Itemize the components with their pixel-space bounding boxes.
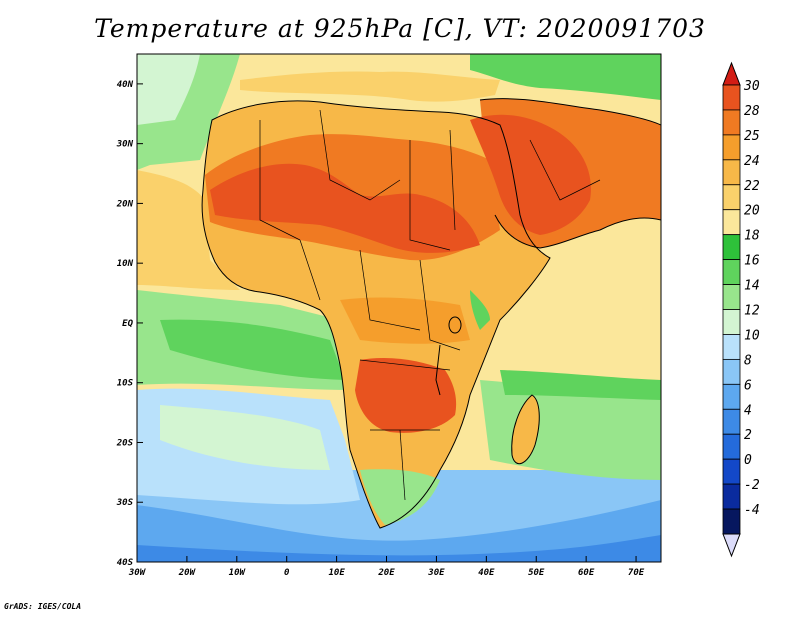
x-tick-label: 70E [628,568,645,578]
colorbar-label: -2 [744,478,760,493]
colorbar-swatch [722,159,741,186]
x-tick-label: 60E [578,568,595,578]
colorbar-swatch [722,383,741,410]
colorbar-label: 0 [744,453,752,468]
colorbar-swatch [722,458,741,485]
southern-ocean-deep [137,500,661,562]
central-africa-warm [340,297,470,344]
colorbar-swatch [722,433,741,460]
colorbar-swatch [722,408,741,435]
colorbar-swatch [722,209,741,236]
map-figure: 30W 20W 10W 0 10E 20E 30E 40E 50E 60E 70E 40N 30N 20N… [116,53,760,578]
y-tick-label: 20S [116,438,134,448]
colorbar-label: 24 [744,154,760,169]
north-atlantic-pale [137,54,200,125]
southern-ocean-deepest [137,535,661,562]
atlantic-green-dark [160,319,345,380]
africa-coastline [201,100,551,529]
colorbar-label: 30 [743,79,760,94]
east-africa-highlands [470,290,490,330]
south-africa-green [360,469,440,525]
colorbar-label: 16 [744,254,760,269]
credit-footer: GrADS: IGES/COLA [4,602,82,611]
great-lakes [435,316,462,396]
arabia-coastline [479,98,661,249]
southern-africa-hot [355,358,457,433]
colorbar-swatch [722,184,741,211]
colorbar-label: 28 [744,104,760,119]
plot-area [137,54,661,562]
y-tick-label: 10S [117,379,134,389]
y-tick-label: EQ [122,319,133,329]
y-tick-label: 10N [117,259,134,269]
colorbar-label: 8 [744,353,752,368]
colorbar-swatch [722,134,741,161]
colorbar-label: 20 [744,204,760,219]
colorbar-swatch [722,259,741,285]
colorbar-swatch [722,334,741,360]
y-tick-label: 40N [117,80,134,90]
x-tick-label: 50E [528,568,545,578]
colorbar-label: 12 [744,304,760,319]
y-tick-label: 20N [116,199,134,209]
colorbar-label: 22 [744,179,760,194]
x-tick-label: 10E [328,568,345,578]
sahara-hottest [210,163,480,253]
country-borders [259,109,601,501]
europe-green [470,54,661,100]
colorbar-label: 10 [744,328,760,343]
colorbar-swatch [722,84,741,111]
colorbar-label: -4 [744,503,760,518]
colorbar-swatch [722,284,741,310]
tropical-atlantic [137,170,240,290]
x-tick-label: 10W [229,568,247,578]
x-tick-label: 0 [284,568,290,578]
colorbar-swatch [722,358,741,385]
indian-ocean-south-dark [500,370,661,400]
colorbar-swatch [722,508,741,535]
x-tick-label: 20E [377,568,395,578]
colorbar-label: 6 [744,378,752,393]
y-tick-label: 30N [116,140,134,150]
x-tick-label: 40E [478,568,495,578]
madagascar [511,394,540,465]
colorbar-label: 4 [744,403,752,418]
colorbar-label: 14 [744,279,760,294]
map-title: Temperature at 925hPa [C], VT: 202009170… [94,14,706,43]
x-tick-label: 20W [178,568,197,578]
x-tick-label: 30W [128,568,147,578]
colorbar-swatch [722,309,741,335]
plot-frame [136,53,662,563]
colorbar-label: 25 [744,129,760,144]
south-atlantic-pale [160,405,330,470]
colorbar-top-arrow [722,61,741,86]
colorbar-swatch [722,483,741,510]
x-tick-label: 30E [427,568,445,578]
y-tick-label: 30S [116,498,134,508]
colorbar-label: 18 [744,229,760,244]
arabia-hottest [470,114,591,235]
colorbar-swatch [722,234,741,261]
colorbar-bottom-arrow [722,533,741,558]
mediterranean [240,71,500,102]
map-axes: 30W 20W 10W 0 10E 20E 30E 40E 50E 60E 70E 40N 30N 20N… [116,80,645,578]
y-tick-label: 40S [117,558,134,568]
colorbar-swatch [722,109,741,136]
colorbar-label: 2 [744,428,752,443]
